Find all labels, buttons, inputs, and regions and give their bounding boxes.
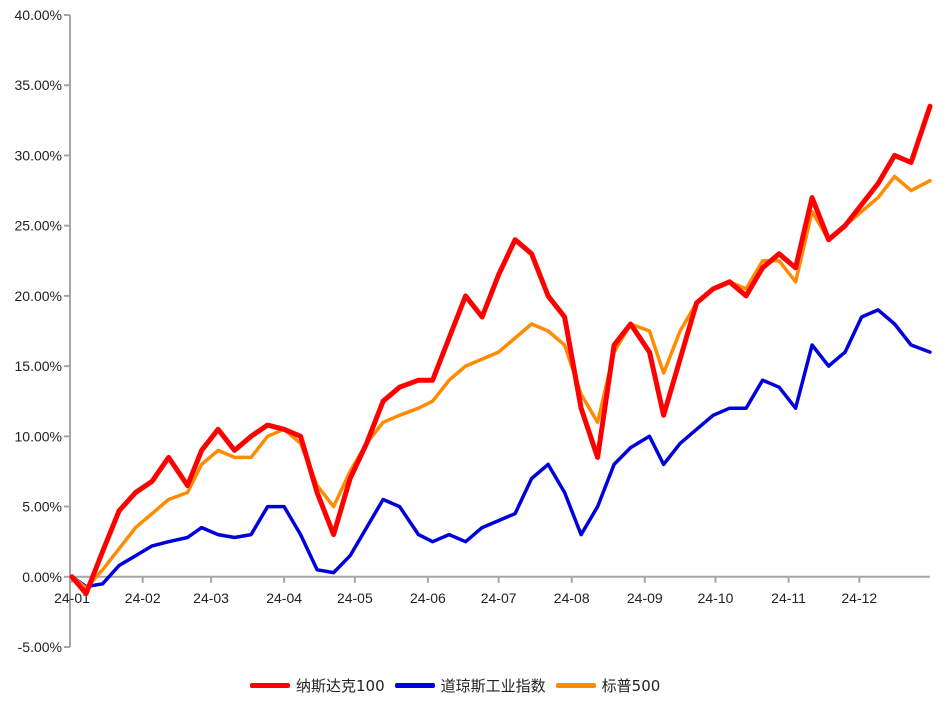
legend-swatch-sp500 — [555, 682, 596, 688]
legend: 纳斯达克100 道琼斯工业指数 标普500 — [250, 674, 670, 696]
legend-item-nasdaq100[interactable]: 纳斯达克100 — [250, 675, 385, 696]
x-tick-label: 24-10 — [698, 590, 734, 606]
series-lines — [69, 103, 933, 597]
legend-label-sp500: 标普500 — [601, 676, 661, 695]
x-tick-label: 24-04 — [266, 590, 302, 606]
y-tick-label: 5.00% — [22, 499, 62, 515]
series-line-sp500 — [70, 174, 932, 590]
x-tick-label: 24-03 — [193, 590, 229, 606]
y-tick-label: 25.00% — [15, 218, 62, 234]
legend-label-nasdaq100: 纳斯达克100 — [296, 676, 385, 695]
legend-swatch-nasdaq100 — [250, 682, 290, 688]
y-tick-label: 20.00% — [15, 288, 62, 304]
y-tick-label: 35.00% — [15, 77, 62, 93]
series-line-nasdaq100 — [69, 103, 933, 597]
legend-item-dow-jones[interactable]: 道琼斯工业指数 — [394, 675, 546, 696]
y-tick-label: 15.00% — [15, 358, 62, 374]
legend-label-dow-jones: 道琼斯工业指数 — [440, 676, 546, 695]
y-tick-label: -5.00% — [18, 639, 62, 655]
y-tick-label: 30.00% — [15, 147, 62, 163]
x-tick-label: 24-12 — [841, 590, 877, 606]
series-line-dow-jones — [70, 308, 932, 589]
x-axis: 24-01 24-02 24-03 24-04 24-05 24-06 24-07 24-08… — [54, 575, 930, 606]
y-tick-label: 10.00% — [15, 428, 62, 444]
y-axis: -5.00% 0.00% 5.00% 10.00% 15.00% 20.00% 25.00%… — [15, 7, 71, 655]
x-tick-label: 24-02 — [125, 590, 161, 606]
x-tick-label: 24-09 — [627, 590, 663, 606]
x-tick-label: 24-05 — [337, 590, 373, 606]
y-tick-label: 40.00% — [15, 7, 62, 23]
legend-item-sp500[interactable]: 标普500 — [555, 675, 661, 696]
legend-swatch-dow-jones — [394, 682, 435, 688]
x-tick-label: 24-06 — [410, 590, 446, 606]
x-tick-label: 24-01 — [54, 590, 90, 606]
x-tick-label: 24-08 — [554, 590, 590, 606]
y-tick-label: 0.00% — [22, 569, 62, 585]
x-tick-label: 24-07 — [481, 590, 517, 606]
x-tick-label: 24-11 — [771, 590, 806, 606]
